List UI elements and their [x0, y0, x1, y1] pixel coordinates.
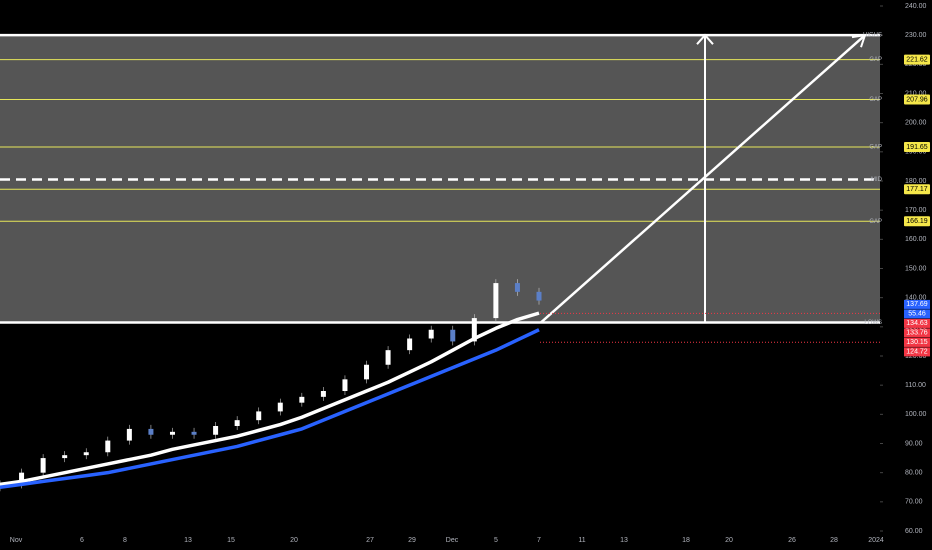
y-tick-label: 70.00: [905, 499, 923, 506]
y-tick-label: 210.00: [905, 90, 927, 97]
level-value: 207.96: [906, 96, 928, 103]
arrow-head: [851, 33, 867, 48]
candle: [407, 338, 413, 351]
x-tick-label: 15: [227, 537, 235, 544]
x-tick-label: 20: [290, 537, 298, 544]
y-tick-label: 220.00: [905, 61, 927, 68]
x-tick-label: Nov: [10, 537, 23, 544]
price-value: 134.63: [906, 320, 928, 327]
price-box: [904, 318, 930, 328]
x-tick-label: 13: [184, 537, 192, 544]
candle: [40, 458, 46, 473]
price-box: [904, 347, 930, 357]
level-box: [904, 94, 930, 105]
moving-average: [0, 328, 540, 489]
x-tick-label: 11: [578, 537, 585, 544]
arrow-head: [696, 33, 714, 45]
x-tick-label: 26: [788, 537, 796, 544]
arrow: [540, 34, 866, 324]
level-value: 177.17: [906, 186, 928, 193]
y-tick-label: 90.00: [905, 440, 923, 447]
candle: [83, 452, 89, 456]
x-tick-label: 28: [830, 537, 838, 544]
x-tick-label: 2024: [868, 537, 884, 544]
candle: [514, 283, 520, 292]
candle: [299, 396, 305, 403]
candle: [428, 329, 434, 339]
x-tick-label: 29: [408, 537, 416, 544]
price-box: [904, 337, 930, 347]
candle: [19, 472, 25, 485]
y-tick-label: 170.00: [905, 207, 927, 214]
level-label: GAP: [869, 145, 882, 151]
level-label: GAP: [869, 57, 882, 63]
level-label: MID: [871, 177, 883, 183]
level-box: [904, 184, 930, 195]
x-tick-label: 7: [537, 537, 541, 544]
candle: [213, 426, 219, 435]
y-tick-label: 150.00: [905, 265, 927, 272]
level-value: 166.19: [906, 218, 928, 225]
candle: [320, 391, 326, 397]
level-box: [904, 216, 930, 227]
level-label: HIGHS: [863, 33, 882, 39]
x-tick-label: Dec: [446, 537, 459, 544]
price-box: [904, 328, 930, 338]
candle: [450, 329, 456, 342]
y-tick-label: 60.00: [905, 528, 923, 535]
x-tick-label: 20: [725, 537, 733, 544]
candle: [536, 291, 542, 301]
x-tick-label: 18: [682, 537, 690, 544]
y-tick-label: 190.00: [905, 149, 927, 156]
y-tick-label: 240.00: [905, 3, 927, 10]
y-tick-label: 100.00: [905, 411, 927, 418]
x-tick-label: 8: [123, 537, 127, 544]
candle: [471, 318, 477, 342]
moving-average: [0, 311, 540, 487]
x-tick-label: 6: [80, 537, 84, 544]
y-tick-label: 230.00: [905, 32, 927, 39]
level-label: LOWS: [864, 320, 882, 326]
level-value: 191.65: [906, 144, 928, 151]
candle: [126, 428, 132, 441]
candle: [234, 420, 240, 426]
y-tick-label: 140.00: [905, 295, 927, 302]
price-value: 133.76: [906, 330, 928, 337]
y-tick-label: 80.00: [905, 470, 923, 477]
candle: [191, 431, 197, 435]
level-box: [904, 54, 930, 65]
candle: [62, 455, 68, 459]
candle: [148, 428, 154, 435]
price-value: 55.46: [908, 311, 926, 318]
candle: [493, 283, 499, 319]
price-box: [904, 299, 930, 309]
level-label: GAP: [869, 97, 882, 103]
y-tick-label: 200.00: [905, 120, 927, 127]
price-value: 124.72: [906, 349, 928, 356]
candle: [277, 402, 283, 412]
y-tick-label: 110.00: [905, 382, 926, 389]
level-value: 221.62: [906, 56, 928, 63]
y-tick-label: 180.00: [905, 178, 927, 185]
price-value: 130.15: [906, 339, 928, 346]
candle: [105, 440, 111, 453]
candle: [256, 411, 262, 421]
level-label: GAP: [869, 219, 882, 225]
candle: [364, 364, 370, 380]
price-value: 137.69: [906, 301, 928, 308]
candle: [169, 431, 175, 435]
price-box: [904, 309, 930, 319]
x-tick-label: 27: [366, 537, 374, 544]
y-tick-label: 160.00: [905, 236, 927, 243]
candle: [342, 379, 348, 391]
candle: [385, 350, 391, 365]
level-box: [904, 142, 930, 153]
x-tick-label: 13: [620, 537, 628, 544]
x-tick-label: 5: [494, 537, 498, 544]
